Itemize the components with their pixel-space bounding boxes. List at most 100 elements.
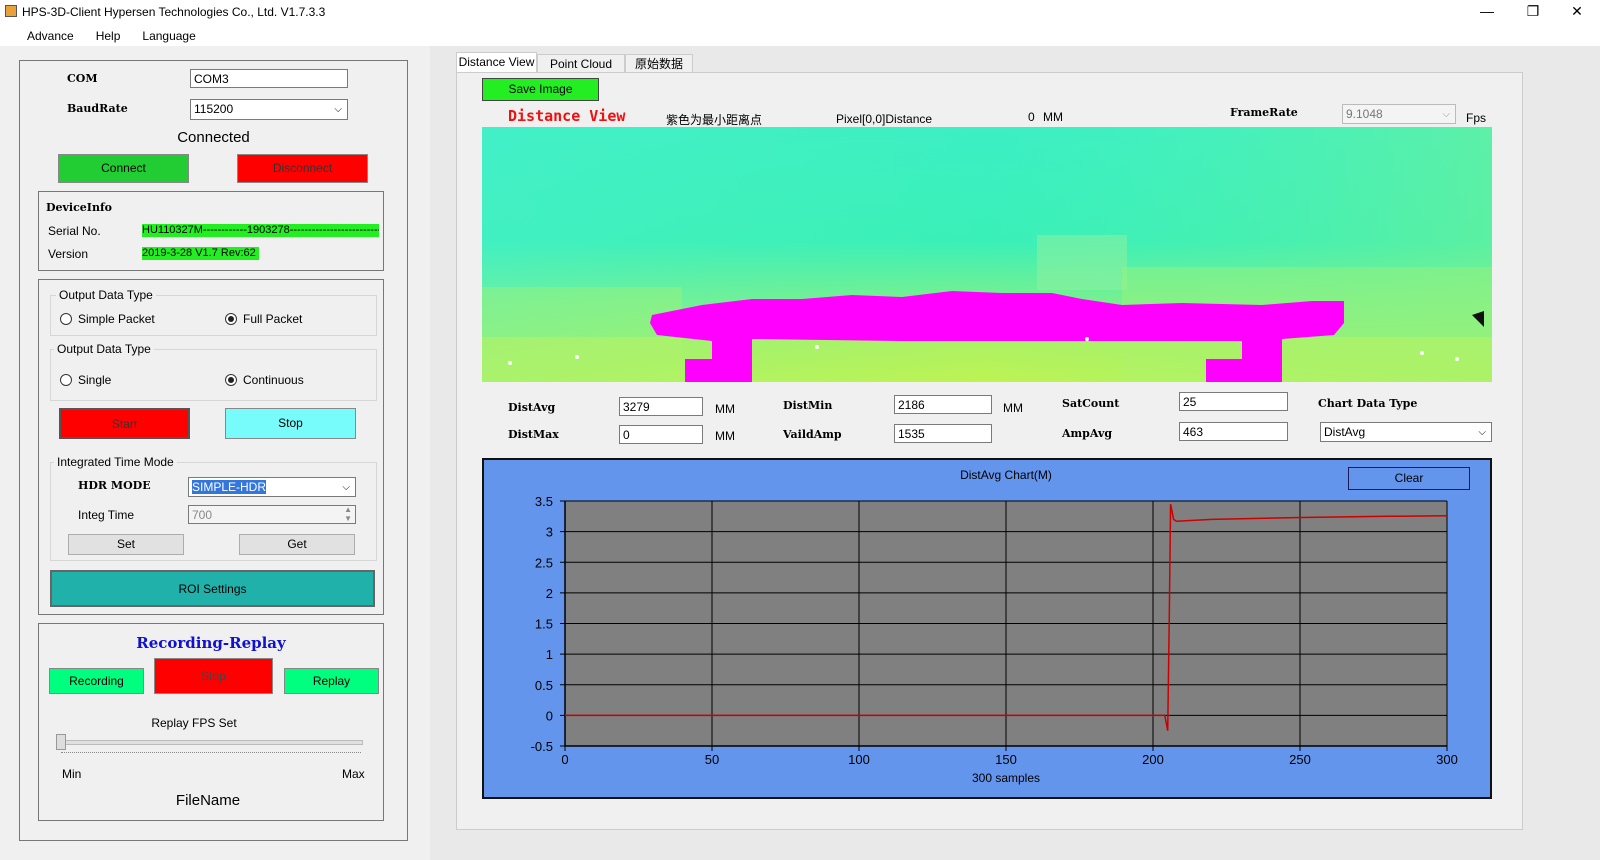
fps-unit: Fps: [1466, 111, 1487, 125]
y-tick-label: 0: [546, 708, 553, 723]
fps-slider-track[interactable]: [61, 740, 363, 745]
output-type-title-2: Output Data Type: [54, 342, 154, 356]
satcount-field[interactable]: 25: [1179, 392, 1288, 411]
distmax-label: DistMax: [508, 428, 559, 441]
chart-data-type-value: DistAvg: [1324, 425, 1366, 439]
single-radio[interactable]: [60, 374, 72, 386]
series-line: [565, 503, 1448, 731]
device-info-title: DeviceInfo: [46, 201, 113, 214]
distmin-field[interactable]: 2186: [894, 395, 992, 414]
x-tick-label: 300: [1436, 752, 1458, 767]
y-tick-label: 3.5: [535, 494, 553, 509]
integ-time-group: Integrated Time Mode HDR MODE SIMPLE-HDR…: [50, 455, 377, 561]
serial-value: HU110327M------------1903278------------…: [142, 224, 379, 237]
pixel-distance-label: Pixel[0,0]Distance: [836, 112, 933, 126]
menu-advance[interactable]: Advance: [27, 29, 74, 43]
fps-slider-ticks: [61, 752, 361, 756]
chart-panel: Clear 0 50 100 150 200 250 300 -0.5 0 0.5 1 1.5 2 2.5…: [482, 458, 1492, 799]
x-tick-label: 50: [705, 752, 719, 767]
serial-label: Serial No.: [48, 224, 101, 238]
filename-label: FileName: [175, 792, 241, 809]
chart-title: DistAvg Chart(M): [960, 468, 1052, 482]
y-tick-label: 3: [546, 525, 553, 540]
y-tick-label: 2.5: [535, 555, 553, 570]
connect-button[interactable]: Connect: [58, 154, 189, 183]
y-tick-label: 1.5: [535, 617, 553, 632]
ampavg-label: AmpAvg: [1062, 427, 1113, 440]
full-packet-label: Full Packet: [243, 312, 303, 326]
menu-help[interactable]: Help: [95, 29, 121, 43]
save-image-button[interactable]: Save Image: [482, 78, 599, 101]
window-title: HPS-3D-Client Hypersen Technologies Co.,…: [22, 5, 326, 19]
disconnect-button[interactable]: Disconnect: [237, 154, 368, 183]
spinner-arrows-icon[interactable]: ▲ ▼: [344, 505, 352, 523]
chevron-down-icon: ⌵: [334, 104, 342, 115]
chevron-down-icon: ⌵: [1478, 427, 1486, 438]
pixel-distance-value: 0: [1028, 110, 1035, 124]
chart-data-type-label: Chart Data Type: [1318, 397, 1418, 410]
integ-time-title: Integrated Time Mode: [54, 455, 177, 469]
distance-view-title: Distance View: [508, 107, 626, 125]
hdr-mode-label: HDR MODE: [78, 479, 151, 492]
baudrate-select[interactable]: 115200 ⌵: [190, 99, 348, 120]
start-button[interactable]: Start: [59, 408, 190, 439]
menu-bar: Advance Help Language: [0, 24, 1600, 46]
left-panel: COM COM3 BaudRate 115200 ⌵ Connected Con…: [19, 60, 408, 841]
framerate-select[interactable]: 9.1048 ⌵: [1342, 104, 1456, 124]
app-icon: [5, 5, 17, 17]
purple-hint: 紫色为最小距离点: [666, 113, 763, 127]
distavg-label: DistAvg: [508, 401, 556, 414]
title-bar: HPS-3D-Client Hypersen Technologies Co.,…: [0, 0, 1600, 24]
satcount-label: SatCount: [1062, 397, 1120, 410]
com-label: COM: [67, 72, 98, 85]
connection-status: Connected: [177, 129, 250, 146]
chevron-down-icon: ⌵: [1442, 109, 1450, 120]
continuous-label: Continuous: [243, 373, 304, 387]
clear-button[interactable]: Clear: [1348, 467, 1470, 490]
depth-image[interactable]: [482, 127, 1492, 382]
x-tick-label: 0: [561, 752, 568, 767]
recording-stop-button[interactable]: Stop: [154, 658, 273, 694]
x-tick-label: 100: [848, 752, 870, 767]
integ-time-value: 700: [192, 508, 213, 522]
fps-slider-thumb[interactable]: [56, 734, 66, 750]
y-tick-label: 1: [546, 647, 553, 662]
hdr-mode-select[interactable]: SIMPLE-HDR ⌵: [188, 477, 356, 497]
y-tick-label: 2: [546, 586, 553, 601]
recording-box: Recording-Replay Recording Stop Replay R…: [38, 623, 384, 821]
distmin-unit: MM: [1003, 401, 1023, 415]
roi-settings-button[interactable]: ROI Settings: [50, 570, 375, 607]
vaildamp-field[interactable]: 1535: [894, 424, 992, 443]
tab-distance-view[interactable]: Distance View: [456, 52, 537, 73]
chevron-down-icon: ⌵: [342, 482, 350, 493]
distmax-field[interactable]: 0: [619, 425, 703, 444]
distavg-field[interactable]: 3279: [619, 397, 703, 416]
pixel-distance-unit: MM: [1043, 110, 1063, 124]
config-box: Output Data Type Simple Packet Full Pack…: [38, 279, 384, 615]
integ-time-label: Integ Time: [78, 508, 135, 522]
ampavg-field[interactable]: 463: [1179, 422, 1288, 441]
tab-point-cloud-view[interactable]: Point Cloud View: [537, 54, 625, 90]
simple-packet-radio[interactable]: [60, 313, 72, 325]
full-packet-radio[interactable]: [225, 313, 237, 325]
replay-button[interactable]: Replay: [284, 668, 379, 694]
baudrate-value: 115200: [194, 102, 234, 116]
chart-data-type-select[interactable]: DistAvg ⌵: [1320, 422, 1492, 442]
continuous-radio[interactable]: [225, 374, 237, 386]
minimize-icon[interactable]: —: [1480, 3, 1494, 19]
simple-packet-label: Simple Packet: [78, 312, 155, 326]
recording-button[interactable]: Recording: [49, 668, 144, 694]
max-label: Max: [342, 767, 365, 781]
set-button[interactable]: Set: [68, 534, 184, 555]
maximize-icon[interactable]: ❐: [1526, 3, 1540, 19]
close-icon[interactable]: ✕: [1571, 3, 1583, 19]
com-input[interactable]: COM3: [190, 69, 348, 88]
tab-raw-data[interactable]: 原始数据: [625, 54, 693, 73]
framerate-label: FrameRate: [1230, 106, 1298, 119]
integ-time-spinner[interactable]: 700 ▲ ▼: [188, 505, 356, 524]
version-value: 2019-3-28 V1.7 Rev:62: [142, 247, 259, 260]
stop-button[interactable]: Stop: [225, 408, 356, 439]
recording-title: Recording-Replay: [136, 634, 286, 652]
menu-language[interactable]: Language: [142, 29, 196, 43]
get-button[interactable]: Get: [239, 534, 355, 555]
